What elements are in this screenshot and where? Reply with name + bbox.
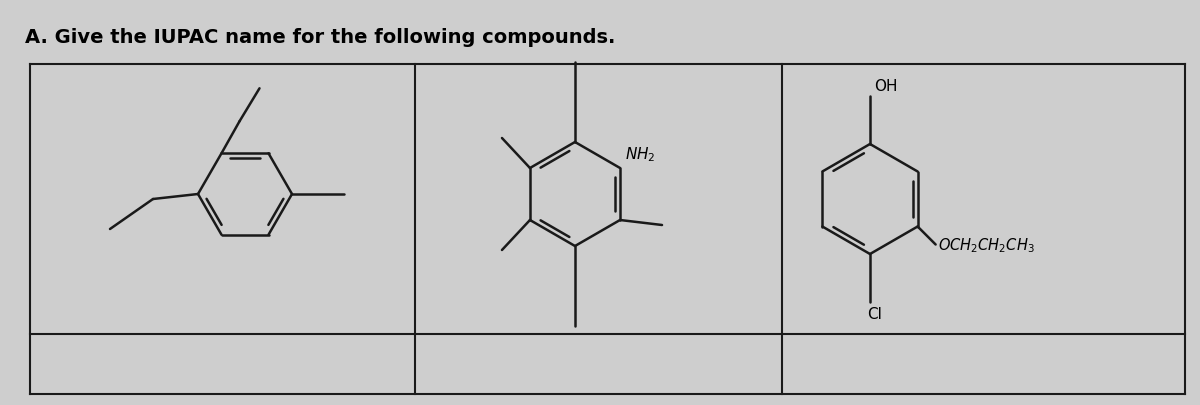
Text: Cl: Cl bbox=[868, 306, 882, 321]
Text: $NH_2$: $NH_2$ bbox=[625, 145, 655, 164]
Text: OH: OH bbox=[874, 79, 898, 94]
Text: $OCH_2CH_2CH_3$: $OCH_2CH_2CH_3$ bbox=[937, 236, 1034, 254]
Text: A. Give the IUPAC name for the following compounds.: A. Give the IUPAC name for the following… bbox=[25, 28, 616, 47]
